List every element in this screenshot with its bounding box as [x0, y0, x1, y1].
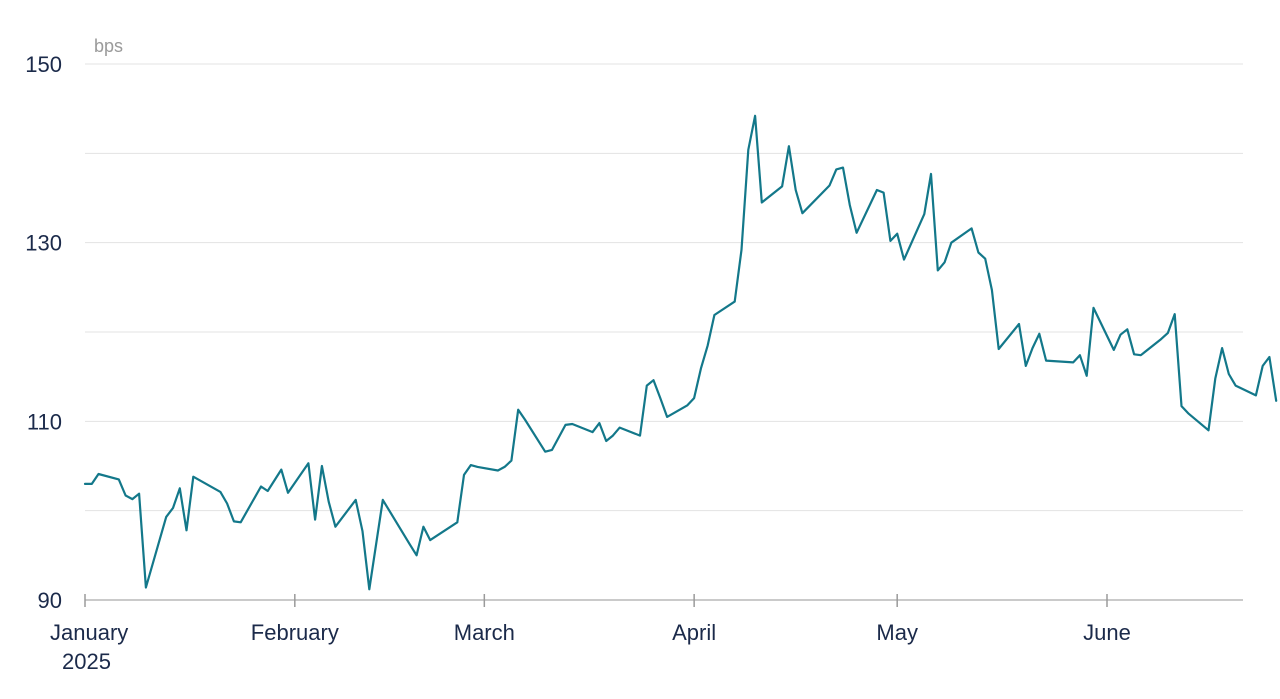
- y-tick-label-90: 90: [38, 588, 62, 613]
- series-line-0: [83, 114, 1278, 591]
- y-tick-label-130: 130: [25, 231, 62, 256]
- x-tick-label-may: May: [876, 620, 918, 645]
- y-axis-tick-labels: 90 110 130 150: [25, 52, 62, 613]
- grid-lines: [85, 63, 1243, 512]
- x-axis: [84, 594, 1243, 607]
- x-tick-label-year: 2025: [62, 649, 111, 674]
- y-axis-unit-label: bps: [94, 36, 123, 56]
- x-tick-label-june: June: [1083, 620, 1131, 645]
- x-tick-label-january: January: [50, 620, 128, 645]
- x-axis-tick-labels: January 2025 February March April May June: [50, 620, 1131, 674]
- x-tick-label-february: February: [251, 620, 339, 645]
- x-tick-label-april: April: [672, 620, 716, 645]
- x-tick-label-march: March: [454, 620, 515, 645]
- y-tick-label-110: 110: [27, 409, 62, 434]
- series-group: [83, 114, 1278, 591]
- y-tick-label-150: 150: [25, 52, 62, 77]
